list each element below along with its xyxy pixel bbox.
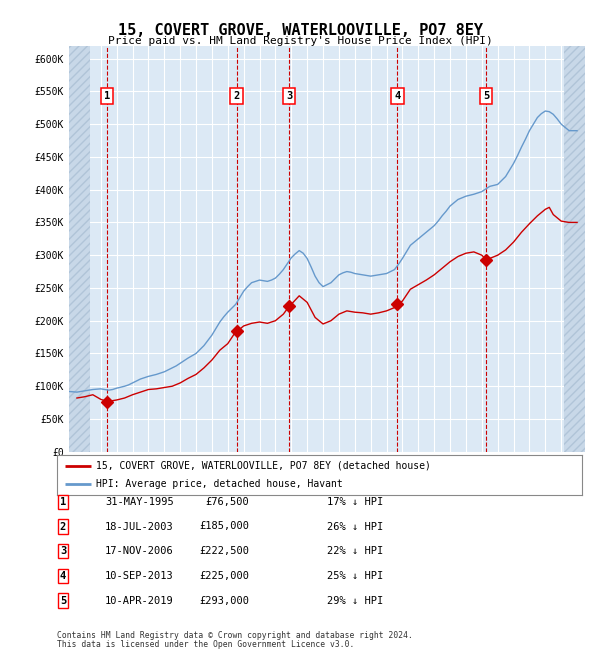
Text: 10-SEP-2013: 10-SEP-2013 — [105, 571, 174, 581]
Text: 1: 1 — [104, 91, 110, 101]
Text: 2: 2 — [233, 91, 239, 101]
Text: 1: 1 — [60, 497, 66, 507]
Text: 3: 3 — [60, 546, 66, 556]
Text: 17% ↓ HPI: 17% ↓ HPI — [327, 497, 383, 507]
Text: 22% ↓ HPI: 22% ↓ HPI — [327, 546, 383, 556]
Text: Contains HM Land Registry data © Crown copyright and database right 2024.: Contains HM Land Registry data © Crown c… — [57, 631, 413, 640]
Text: 2: 2 — [60, 521, 66, 532]
Text: 5: 5 — [483, 91, 489, 101]
Text: Price paid vs. HM Land Registry's House Price Index (HPI): Price paid vs. HM Land Registry's House … — [107, 36, 493, 46]
Text: 15, COVERT GROVE, WATERLOOVILLE, PO7 8EY (detached house): 15, COVERT GROVE, WATERLOOVILLE, PO7 8EY… — [97, 461, 431, 471]
Text: 4: 4 — [394, 91, 401, 101]
Text: 15, COVERT GROVE, WATERLOOVILLE, PO7 8EY: 15, COVERT GROVE, WATERLOOVILLE, PO7 8EY — [118, 23, 482, 38]
Text: 25% ↓ HPI: 25% ↓ HPI — [327, 571, 383, 581]
Text: £185,000: £185,000 — [199, 521, 249, 532]
Text: £293,000: £293,000 — [199, 595, 249, 606]
Text: 18-JUL-2003: 18-JUL-2003 — [105, 521, 174, 532]
Text: £76,500: £76,500 — [205, 497, 249, 507]
Text: 3: 3 — [286, 91, 292, 101]
Text: 26% ↓ HPI: 26% ↓ HPI — [327, 521, 383, 532]
Text: £222,500: £222,500 — [199, 546, 249, 556]
Text: HPI: Average price, detached house, Havant: HPI: Average price, detached house, Hava… — [97, 480, 343, 489]
Text: 29% ↓ HPI: 29% ↓ HPI — [327, 595, 383, 606]
Text: £225,000: £225,000 — [199, 571, 249, 581]
Text: 17-NOV-2006: 17-NOV-2006 — [105, 546, 174, 556]
Text: 4: 4 — [60, 571, 66, 581]
Text: 10-APR-2019: 10-APR-2019 — [105, 595, 174, 606]
Text: This data is licensed under the Open Government Licence v3.0.: This data is licensed under the Open Gov… — [57, 640, 355, 649]
Text: 31-MAY-1995: 31-MAY-1995 — [105, 497, 174, 507]
Text: 5: 5 — [60, 595, 66, 606]
